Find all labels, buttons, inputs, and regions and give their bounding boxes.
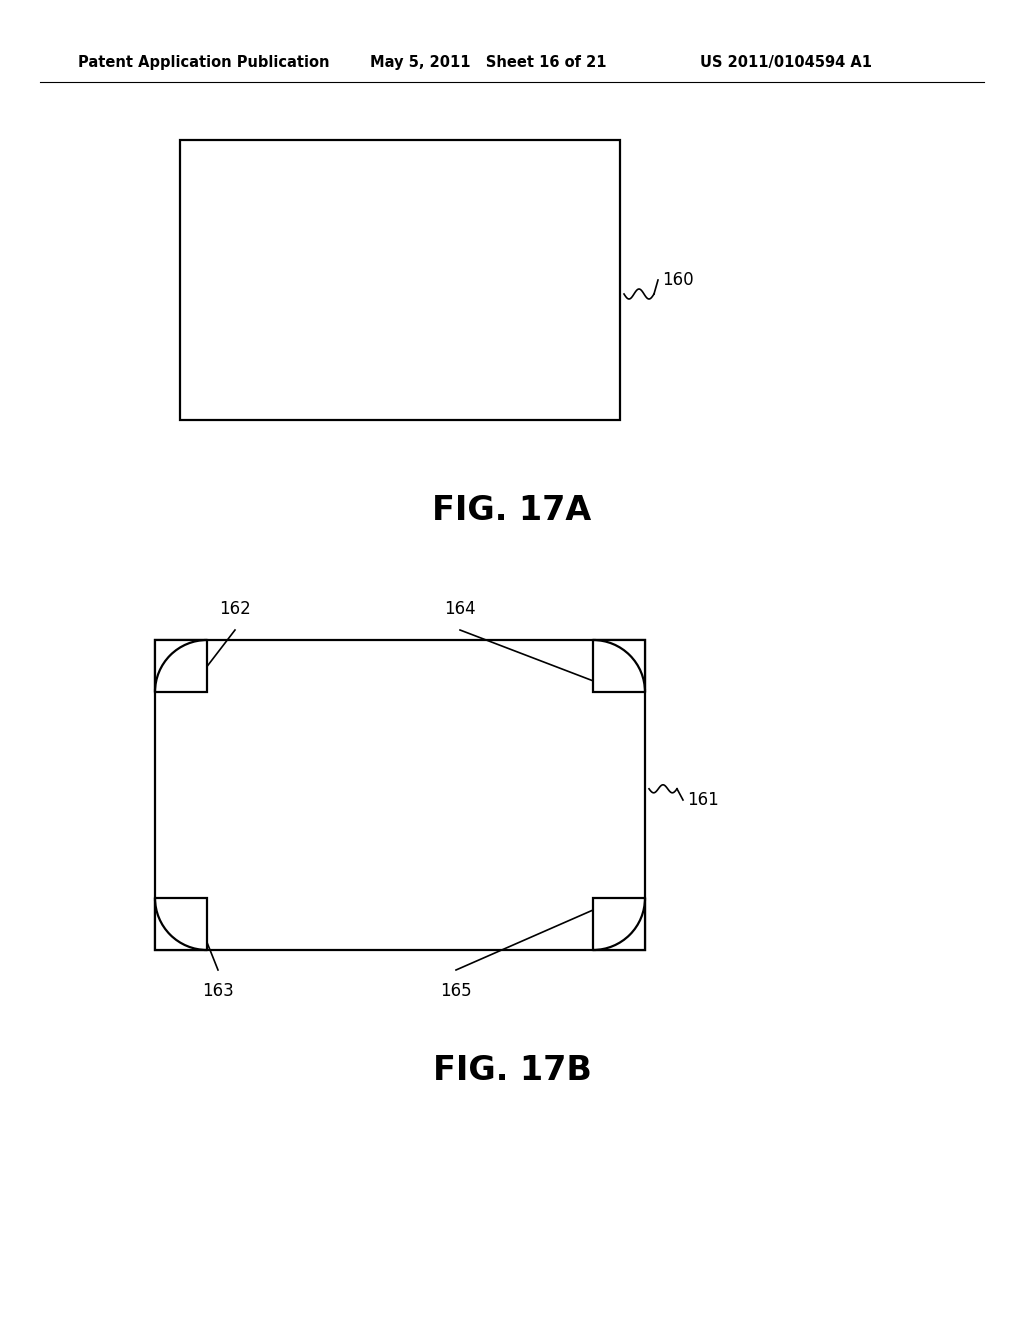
Text: May 5, 2011   Sheet 16 of 21: May 5, 2011 Sheet 16 of 21 (370, 54, 606, 70)
Text: FIG. 17A: FIG. 17A (432, 494, 592, 527)
Text: Patent Application Publication: Patent Application Publication (78, 54, 330, 70)
Bar (155, 640, 645, 950)
Text: 162: 162 (219, 601, 251, 618)
Bar (180, 140, 620, 420)
Text: 160: 160 (662, 271, 693, 289)
Bar (593, 640, 645, 692)
Bar (155, 898, 207, 950)
Text: 161: 161 (687, 791, 719, 809)
Text: 164: 164 (444, 601, 476, 618)
Text: 165: 165 (440, 982, 472, 1001)
Text: 163: 163 (202, 982, 233, 1001)
Bar (155, 640, 207, 692)
Text: US 2011/0104594 A1: US 2011/0104594 A1 (700, 54, 872, 70)
Text: FIG. 17B: FIG. 17B (432, 1053, 592, 1086)
Bar (593, 898, 645, 950)
